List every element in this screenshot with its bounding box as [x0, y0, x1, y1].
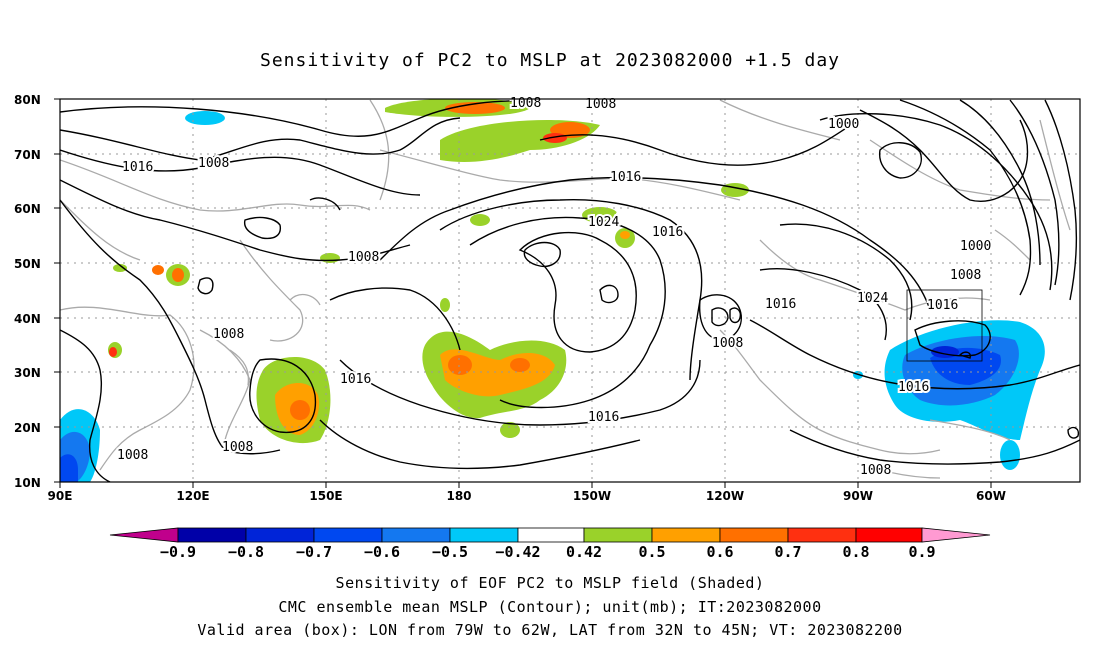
contour-label: 1008 [198, 156, 229, 171]
contour-label: 1016 [898, 380, 929, 395]
colorbar-label: 0.6 [706, 543, 734, 561]
colorbar-label: −0.8 [227, 543, 265, 561]
contour-label: 1024 [588, 215, 619, 230]
lat-label: 40N [14, 312, 41, 326]
colorbar-label: 0.5 [638, 543, 666, 561]
colorbar-cell [313, 527, 383, 543]
colorbar-cell [787, 527, 857, 543]
contour-label: 1000 [828, 117, 859, 132]
contour-label: 1016 [122, 160, 153, 175]
lon-label: 180 [446, 489, 471, 503]
lon-label: 60W [976, 489, 1006, 503]
contour-label: 1016 [610, 170, 641, 185]
contour-label: 1024 [857, 291, 888, 306]
caption-line-2: CMC ensemble mean MSLP (Contour); unit(m… [278, 598, 822, 616]
colorbar-cell [381, 527, 451, 543]
colorbar-label: 0.9 [908, 543, 936, 561]
contour-label: 1016 [652, 225, 683, 240]
valid-area-box [906, 289, 983, 362]
contour-label: 1008 [510, 96, 541, 111]
lat-label: 30N [14, 366, 41, 380]
contour-label: 1000 [960, 239, 991, 254]
lon-label: 90E [48, 489, 73, 503]
contour-label: 1008 [348, 250, 379, 265]
lon-label: 120E [176, 489, 209, 503]
contour-label: 1016 [588, 410, 619, 425]
colorbar-cell [921, 527, 991, 543]
colorbar-label: −0.9 [159, 543, 197, 561]
lat-label: 20N [14, 421, 41, 435]
caption-line-3: Valid area (box): LON from 79W to 62W, L… [197, 621, 903, 639]
colorbar-cell [517, 527, 585, 543]
colorbar-label: −0.5 [431, 543, 469, 561]
sensitivity-shading [60, 99, 1045, 482]
contour-label: 1008 [712, 336, 743, 351]
longitude-labels: 90E 120E 150E 180 150W 120W 90W 60W [48, 489, 1006, 503]
lon-label: 150W [573, 489, 611, 503]
map-frame [59, 98, 1081, 483]
lat-label: 70N [14, 148, 41, 162]
lat-label: 50N [14, 257, 41, 271]
axis-ticks [54, 98, 992, 488]
colorbar-cell [449, 527, 519, 543]
colorbar-label: −0.7 [295, 543, 333, 561]
colorbar-label: 0.8 [842, 543, 870, 561]
lat-label: 10N [14, 476, 41, 490]
colorbar-label: 0.7 [774, 543, 802, 561]
contour-label: 1008 [213, 327, 244, 342]
contour-label: 1008 [585, 97, 616, 112]
contour-label: 1008 [222, 440, 253, 455]
colorbar-label: 0.42 [565, 543, 603, 561]
lon-label: 120W [706, 489, 744, 503]
colorbar-label: −0.42 [495, 543, 541, 561]
colorbar-cell [719, 527, 789, 543]
map-title: Sensitivity of PC2 to MSLP at 2023082000… [259, 50, 840, 71]
colorbar-cell [651, 527, 721, 543]
colorbar [109, 527, 991, 543]
contour-label: 1008 [950, 268, 981, 283]
contour-labels: 1008 1008 1016 1008 1016 1016 1024 1016 … [115, 94, 993, 480]
coastlines [60, 99, 1071, 479]
lon-label: 90W [843, 489, 873, 503]
lat-label: 60N [14, 202, 41, 216]
gridlines [60, 99, 1080, 482]
colorbar-cell [109, 527, 179, 543]
contour-label: 1016 [927, 298, 958, 313]
lon-label: 150E [309, 489, 342, 503]
contour-label: 1008 [117, 448, 148, 463]
lat-label: 80N [14, 93, 41, 107]
colorbar-cell [177, 527, 247, 543]
caption-line-1: Sensitivity of EOF PC2 to MSLP field (Sh… [335, 574, 765, 592]
colorbar-cell [245, 527, 315, 543]
latitude-labels: 80N 70N 60N 50N 40N 30N 20N 10N [14, 93, 41, 490]
contour-label: 1016 [765, 297, 796, 312]
shade-negative [185, 111, 225, 125]
colorbar-label: −0.6 [363, 543, 401, 561]
colorbar-cell [583, 527, 653, 543]
contour-label: 1008 [860, 463, 891, 478]
colorbar-cell [855, 527, 923, 543]
mslp-contours [60, 99, 1080, 482]
contour-label: 1016 [340, 372, 371, 387]
